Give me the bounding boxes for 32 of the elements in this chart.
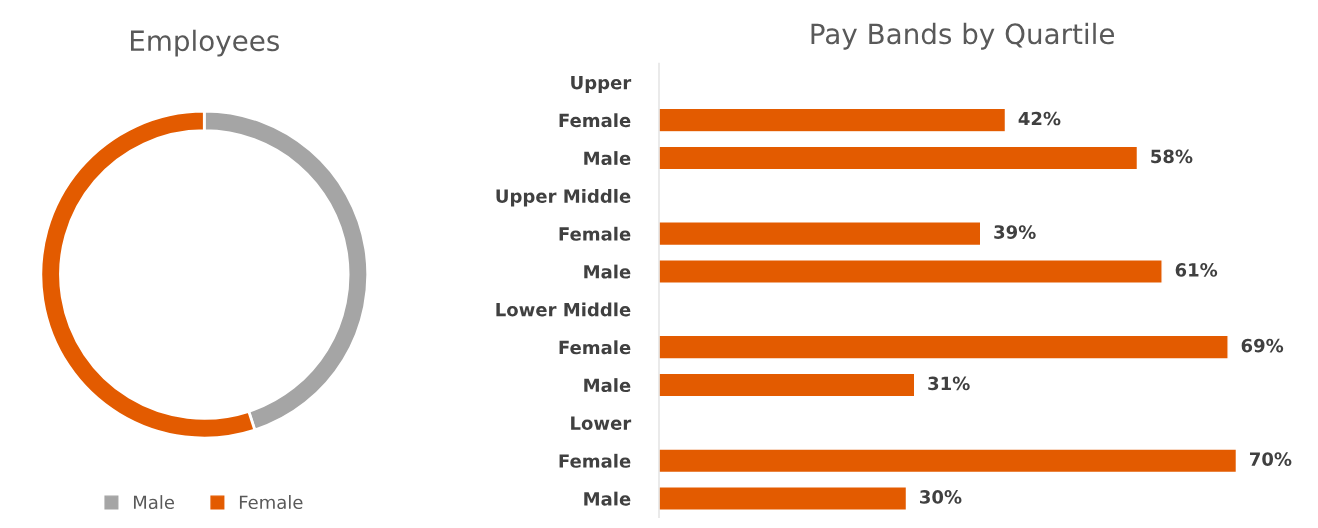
bar (659, 334, 1229, 360)
y-tick-label: Male (584, 264, 631, 279)
legend-label: Female (239, 495, 303, 510)
y-tick-label: Lower Middle (496, 302, 631, 317)
data-label: 58% (1151, 149, 1193, 164)
data-label: 30% (920, 490, 962, 504)
legend-label: Male (133, 495, 175, 510)
data-label: 39% (994, 225, 1036, 239)
data-label: 61% (1175, 263, 1218, 277)
data-label: 31% (928, 376, 970, 391)
data-label: 42% (1018, 111, 1061, 126)
y-tick-label: Male (584, 151, 631, 166)
bar (659, 259, 1163, 284)
bar (659, 486, 908, 511)
bar (659, 448, 1238, 474)
y-tick-label: Male (584, 378, 631, 393)
data-label: 69% (1241, 338, 1284, 353)
y-tick-label: Female (559, 113, 631, 128)
bar (659, 221, 982, 247)
bar (659, 107, 1007, 133)
chart-title: Pay Bands by Quartile (811, 22, 1114, 50)
chart-title: Employees (130, 29, 279, 57)
y-tick-label: Upper Middle (496, 188, 631, 207)
y-tick-label: Female (559, 453, 631, 468)
y-tick-label: Male (584, 491, 631, 506)
bar (659, 372, 916, 398)
data-label: 70% (1249, 452, 1292, 466)
y-tick-label: Lower (571, 416, 632, 430)
y-tick-label: Female (559, 340, 631, 355)
bar (659, 145, 1139, 171)
y-tick-label: Female (559, 226, 631, 241)
y-tick-label: Upper (571, 75, 632, 93)
